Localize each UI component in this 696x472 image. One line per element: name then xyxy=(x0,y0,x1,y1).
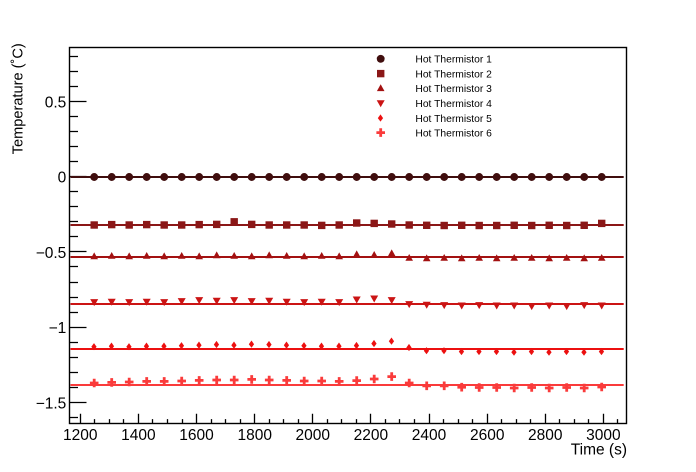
svg-text:Time (s): Time (s) xyxy=(571,442,627,459)
svg-text:Hot Thermistor 1: Hot Thermistor 1 xyxy=(415,55,492,66)
svg-text:−1: −1 xyxy=(49,320,67,337)
svg-text:Hot Thermistor 5: Hot Thermistor 5 xyxy=(415,114,492,125)
svg-text:−0.5: −0.5 xyxy=(36,245,67,262)
svg-text:2400: 2400 xyxy=(412,427,447,444)
svg-text:0.5: 0.5 xyxy=(45,94,67,111)
svg-text:2200: 2200 xyxy=(354,427,389,444)
svg-text:Hot Thermistor 4: Hot Thermistor 4 xyxy=(415,99,492,110)
svg-text:1400: 1400 xyxy=(121,427,156,444)
svg-text:1600: 1600 xyxy=(179,427,214,444)
svg-text:0: 0 xyxy=(58,170,67,187)
svg-text:Temperature (˚C): Temperature (˚C) xyxy=(11,43,27,154)
svg-text:3000: 3000 xyxy=(586,427,621,444)
svg-text:Hot Thermistor 3: Hot Thermistor 3 xyxy=(415,84,492,95)
svg-text:Hot Thermistor 6: Hot Thermistor 6 xyxy=(415,129,492,140)
svg-text:−1.5: −1.5 xyxy=(36,396,67,413)
svg-text:2600: 2600 xyxy=(470,427,505,444)
svg-text:2000: 2000 xyxy=(296,427,331,444)
svg-text:Hot Thermistor 2: Hot Thermistor 2 xyxy=(415,70,492,81)
svg-text:1200: 1200 xyxy=(63,427,98,444)
svg-text:2800: 2800 xyxy=(528,427,563,444)
svg-text:1800: 1800 xyxy=(237,427,272,444)
